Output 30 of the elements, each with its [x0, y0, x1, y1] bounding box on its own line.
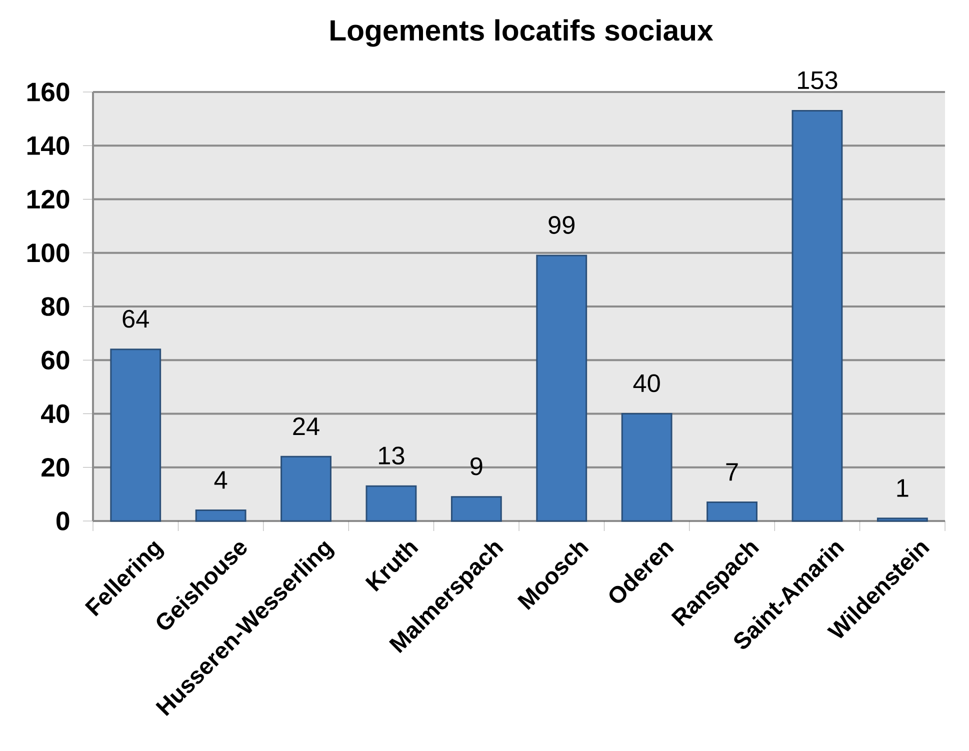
data-label: 153	[798, 71, 838, 90]
y-tick-label: 160	[27, 82, 70, 102]
data-label: 24	[293, 417, 320, 436]
data-label: 64	[122, 310, 149, 328]
y-tick-label: 60	[42, 350, 70, 370]
y-tick-label: 140	[27, 136, 70, 156]
y-tick-label: 40	[41, 404, 70, 424]
data-label: 13	[379, 446, 404, 465]
bar	[876, 518, 928, 522]
bar	[792, 110, 843, 522]
bar	[536, 254, 588, 522]
chart-title: Logements locatifs sociaux	[330, 19, 714, 47]
data-label: 1	[897, 479, 908, 497]
y-tick-label: 100	[27, 243, 70, 262]
bar	[280, 456, 332, 522]
data-label: 40	[633, 374, 660, 392]
bar	[366, 485, 417, 522]
data-label: 99	[548, 216, 574, 234]
bar	[621, 413, 672, 522]
bar	[195, 510, 246, 522]
bar	[450, 496, 502, 522]
y-tick-label: 0	[56, 512, 70, 530]
data-label: 4	[214, 471, 228, 489]
bar	[706, 501, 758, 522]
data-label: 7	[726, 463, 738, 481]
bar	[110, 348, 162, 522]
y-tick-label: 80	[41, 297, 70, 316]
y-tick-label: 120	[27, 190, 70, 209]
y-tick-label: 20	[42, 458, 70, 477]
data-label: 9	[470, 457, 482, 476]
